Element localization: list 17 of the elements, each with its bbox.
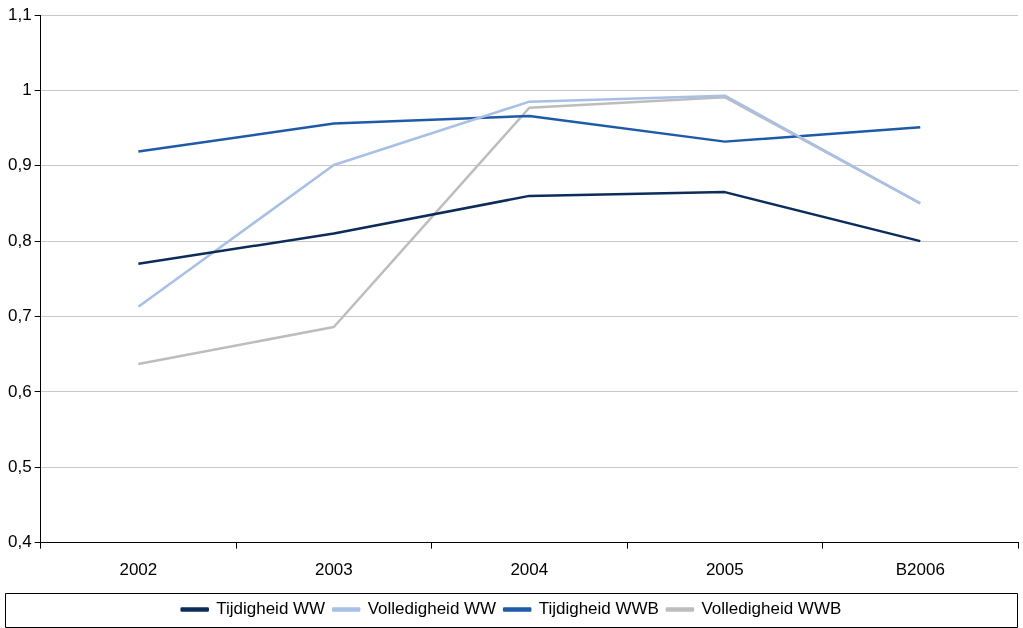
y-tick-label: 0,8 bbox=[7, 230, 32, 250]
legend-label: Volledigheid WW bbox=[367, 599, 497, 619]
x-tick-label: B2006 bbox=[895, 560, 945, 580]
legend-label: Volledigheid WWB bbox=[701, 599, 842, 619]
y-tick-label: 0,9 bbox=[7, 155, 32, 175]
y-tick-label: 1,1 bbox=[7, 4, 32, 24]
x-tick-label: 2002 bbox=[119, 560, 158, 580]
legend-label: Tijdigheid WWB bbox=[538, 599, 659, 619]
legend-label: Tijdigheid WW bbox=[216, 599, 326, 619]
x-tick-label: 2004 bbox=[510, 560, 549, 580]
y-tick-label: 0,5 bbox=[7, 456, 32, 476]
y-tick-label: 0,4 bbox=[7, 532, 32, 552]
x-tick-label: 2005 bbox=[705, 560, 744, 580]
y-tick-label: 1 bbox=[22, 80, 32, 100]
y-tick-label: 0,7 bbox=[7, 306, 32, 326]
y-tick-label: 0,6 bbox=[7, 381, 32, 401]
x-tick-label: 2003 bbox=[314, 560, 353, 580]
